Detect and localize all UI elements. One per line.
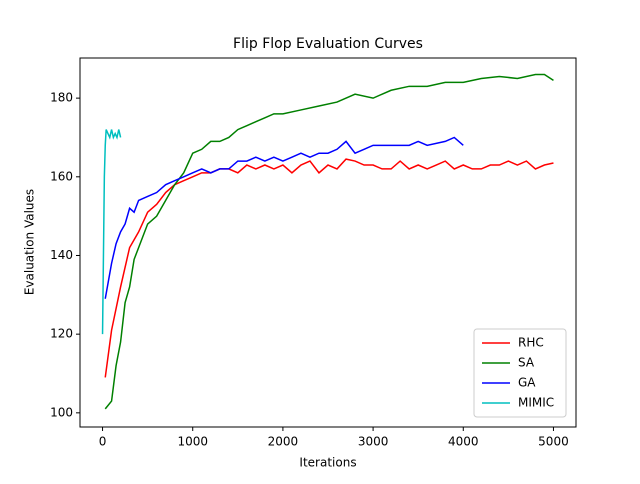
y-tick-label: 140 [50,248,73,262]
x-tick-label: 1000 [177,435,208,449]
y-tick-label: 100 [50,405,73,419]
y-tick-label: 180 [50,91,73,105]
y-tick-label: 160 [50,169,73,183]
legend-label: RHC [518,336,544,350]
x-tick-label: 5000 [538,435,569,449]
x-tick-label: 2000 [268,435,299,449]
plot-frame [79,57,577,428]
legend-label: GA [518,376,536,390]
legend-label: MIMIC [518,396,554,410]
series-line [101,129,122,335]
chart-title: Flip Flop Evaluation Curves [233,36,423,52]
legend-label: SA [518,356,535,370]
x-axis-label: Iterations [299,456,356,470]
x-tick-label: 0 [99,435,107,449]
legend-box [473,328,567,418]
x-tick-label: 4000 [448,435,479,449]
y-tick-label: 120 [50,327,73,341]
series-line [104,158,554,378]
series-line [104,73,554,410]
x-tick-label: 3000 [358,435,389,449]
y-axis-label: Evaluation Values [23,189,37,295]
series-line [104,136,464,299]
